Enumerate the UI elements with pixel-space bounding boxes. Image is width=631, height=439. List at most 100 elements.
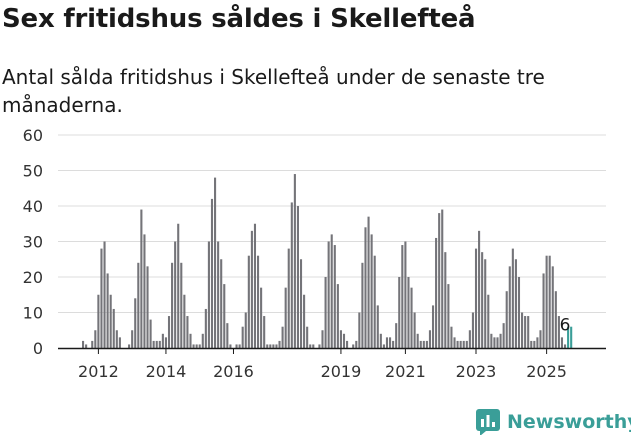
bar	[567, 326, 570, 348]
bar	[180, 262, 183, 348]
bar	[447, 284, 450, 348]
bar	[364, 227, 367, 348]
bar	[560, 337, 564, 348]
bar	[171, 262, 174, 348]
bar	[521, 312, 524, 348]
bar	[459, 340, 462, 348]
bar	[407, 277, 410, 348]
bar	[554, 291, 557, 348]
bar	[183, 294, 186, 348]
bar	[548, 255, 551, 348]
bar	[278, 340, 281, 348]
bar	[318, 344, 321, 348]
bar	[177, 223, 180, 348]
bar	[524, 316, 527, 348]
bar	[481, 252, 484, 348]
bar	[352, 344, 355, 348]
y-tick-label: 60	[23, 126, 43, 145]
bar	[186, 316, 189, 348]
bar	[527, 316, 530, 348]
bar	[309, 344, 312, 348]
bar	[137, 262, 140, 348]
x-tick-label: 2014	[146, 362, 187, 381]
bar	[189, 333, 192, 348]
bar	[272, 344, 275, 348]
bar	[511, 248, 514, 348]
data-label-latest: 6	[560, 315, 571, 335]
bar	[545, 255, 548, 348]
bar	[146, 266, 149, 348]
bar	[296, 206, 299, 348]
bar	[441, 209, 444, 348]
bar	[410, 287, 413, 348]
bar	[358, 312, 361, 348]
y-tick-label: 20	[23, 268, 43, 287]
bar	[376, 305, 379, 348]
bar	[229, 344, 232, 348]
bar	[217, 241, 220, 348]
bar	[355, 340, 358, 348]
logo-text: Newsworthy	[507, 411, 631, 433]
bar	[94, 330, 97, 348]
bar	[422, 340, 425, 348]
bar	[241, 326, 244, 348]
y-tick-label: 30	[23, 233, 43, 252]
chart-title: Sex fritidshus såldes i Skellefteå	[2, 4, 476, 34]
bar	[539, 330, 542, 348]
bar	[431, 305, 435, 348]
bar	[128, 344, 131, 348]
bar	[395, 323, 398, 348]
bar	[244, 312, 247, 348]
y-tick-label: 10	[23, 304, 43, 323]
bar	[389, 337, 392, 348]
bar	[425, 340, 428, 348]
bar	[192, 344, 195, 348]
bar	[493, 337, 496, 348]
bar	[247, 255, 250, 348]
bar	[131, 330, 134, 348]
bar	[490, 333, 493, 348]
bar	[223, 284, 226, 348]
bar	[508, 266, 511, 348]
bar	[533, 340, 536, 348]
bar	[536, 337, 539, 348]
bar	[462, 340, 465, 348]
bar	[474, 248, 478, 348]
bar	[514, 259, 517, 348]
bar	[103, 241, 106, 348]
bar	[502, 323, 505, 348]
bar	[293, 174, 296, 348]
bar	[143, 234, 146, 348]
x-tick-label: 2019	[321, 362, 362, 381]
bar	[484, 259, 487, 348]
bar	[284, 287, 287, 348]
y-tick-label: 50	[23, 162, 43, 181]
bar	[207, 241, 210, 348]
bar	[361, 262, 364, 348]
bar	[198, 344, 201, 348]
bar	[465, 340, 468, 348]
bar	[428, 330, 432, 348]
bar	[404, 241, 407, 348]
bar	[496, 337, 499, 348]
x-tick-label: 2025	[526, 362, 567, 381]
bar	[382, 344, 385, 348]
bar	[238, 344, 241, 348]
bar	[373, 255, 376, 348]
bar	[471, 312, 474, 348]
bar	[435, 237, 438, 348]
bar	[152, 340, 155, 348]
bar	[557, 316, 560, 348]
chart-subtitle: Antal sålda fritidshus i Skellefteå unde…	[2, 65, 545, 117]
bar	[303, 294, 306, 348]
bar	[174, 241, 177, 348]
bar	[201, 333, 204, 348]
bar	[324, 277, 327, 348]
bar	[505, 291, 508, 348]
bar	[281, 326, 284, 348]
bar	[115, 330, 118, 348]
bar	[164, 337, 167, 348]
bar	[517, 277, 521, 348]
bar	[456, 340, 459, 348]
